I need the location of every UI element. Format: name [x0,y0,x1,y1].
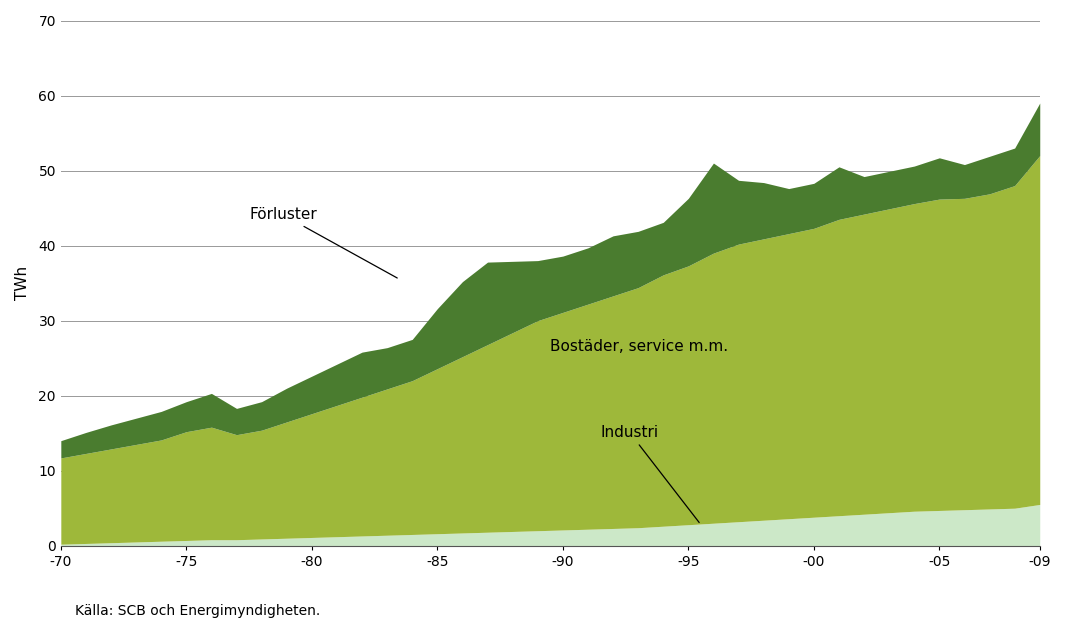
Text: Industri: Industri [600,425,699,522]
Text: Förluster: Förluster [249,207,398,278]
Y-axis label: TWh: TWh [15,266,30,300]
Text: Källa: SCB och Energimyndigheten.: Källa: SCB och Energimyndigheten. [75,604,320,618]
Text: Bostäder, service m.m.: Bostäder, service m.m. [550,340,728,355]
